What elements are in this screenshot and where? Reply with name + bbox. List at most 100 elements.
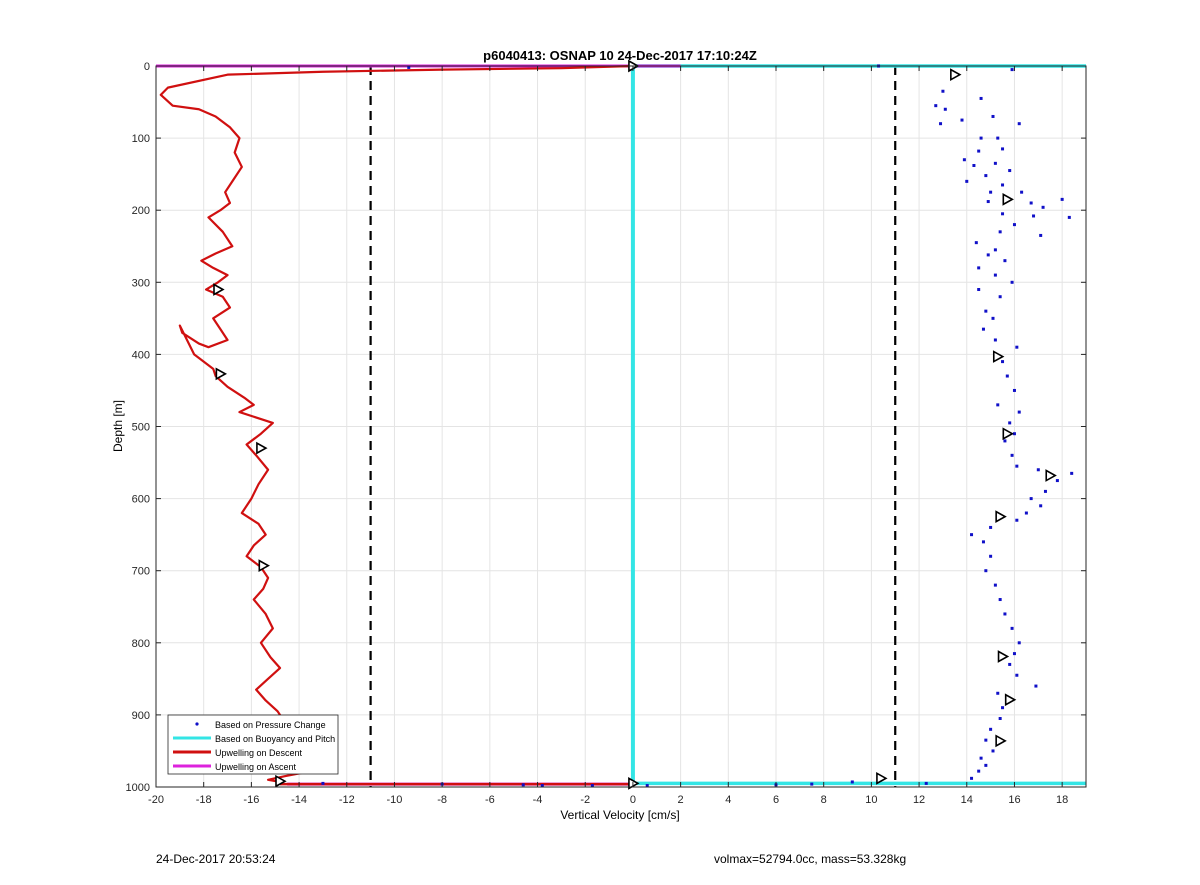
legend-marker-pressure: [195, 722, 199, 726]
pressure-point: [984, 309, 988, 313]
legend: Based on Pressure Change Based on Buoyan…: [167, 714, 339, 775]
x-tick-label: -14: [291, 794, 307, 806]
pressure-point: [1070, 471, 1074, 475]
triangle-marker: [1045, 469, 1057, 482]
x-tick-label: 18: [1056, 794, 1068, 806]
pressure-point: [981, 327, 985, 331]
pressure-point: [989, 727, 993, 731]
chart-title: p6040413: OSNAP 10 24-Dec-2017 17:10:24Z: [483, 48, 757, 63]
pressure-point: [979, 136, 983, 140]
pressure-point: [996, 403, 1000, 407]
pressure-point: [1003, 439, 1007, 443]
x-tick-label: -20: [148, 794, 164, 806]
x-tick-label: 2: [678, 794, 684, 806]
pressure-point: [984, 569, 988, 573]
pressure-point: [1003, 259, 1007, 263]
footer-volmax-mass: volmax=52794.0cc, mass=53.328kg: [714, 852, 907, 866]
pressure-point: [991, 316, 995, 320]
pressure-point: [540, 784, 544, 788]
triangle-marker: [995, 510, 1007, 523]
pressure-point: [998, 230, 1002, 234]
pressure-point: [645, 784, 649, 788]
pressure-point: [1039, 233, 1043, 237]
y-tick-label: 600: [132, 494, 150, 506]
pressure-point: [1003, 612, 1007, 616]
legend-label-descent: Upwelling on Descent: [215, 748, 303, 758]
x-tick-label: -10: [387, 794, 403, 806]
y-axis-label: Depth [m]: [111, 400, 125, 452]
triangle-marker: [1004, 693, 1017, 707]
y-tick-label: 300: [132, 277, 150, 289]
x-tick-label: 8: [821, 794, 827, 806]
pressure-point: [321, 781, 325, 785]
pressure-point: [1041, 205, 1045, 209]
pressure-point: [1001, 360, 1005, 364]
pressure-point: [1010, 280, 1014, 284]
pressure-point: [590, 784, 594, 788]
x-tick-label: 14: [961, 794, 973, 806]
pressure-point: [939, 122, 943, 126]
pressure-point: [972, 163, 976, 167]
pressure-point: [993, 248, 997, 252]
triangle-marker: [992, 350, 1005, 363]
x-tick-label: -4: [533, 794, 543, 806]
pressure-point: [1012, 432, 1016, 436]
pressure-point: [521, 783, 525, 787]
pressure-point: [986, 253, 990, 257]
x-tick-label: 16: [1008, 794, 1020, 806]
pressure-point: [965, 179, 969, 183]
triangle-marker: [997, 650, 1010, 663]
pressure-point: [991, 114, 995, 118]
x-tick-label: -12: [339, 794, 355, 806]
x-tick-label: -16: [243, 794, 259, 806]
pressure-point: [1012, 652, 1016, 656]
pressure-point: [1017, 122, 1021, 126]
y-tick-label: 1000: [126, 782, 150, 794]
pressure-point: [1015, 345, 1019, 349]
pressure-point: [993, 273, 997, 277]
y-tick-label: 900: [132, 710, 150, 722]
pressure-point: [941, 89, 945, 93]
x-axis-label: Vertical Velocity [cm/s]: [560, 808, 679, 822]
y-tick-label: 0: [144, 61, 150, 73]
y-tick-label: 100: [132, 133, 150, 145]
axis-ticks: -20 -18 -16 -14 -12 -10 -8 -6 -4 -2 0 2 4 6 8 10 12 14 16 1…: [126, 61, 1086, 806]
pressure-point: [984, 174, 988, 178]
y-tick-label: 800: [132, 638, 150, 650]
pressure-point: [998, 295, 1002, 299]
triangle-marker: [1002, 193, 1014, 206]
pressure-point: [977, 769, 981, 773]
x-tick-label: 4: [725, 794, 731, 806]
pressure-point: [1029, 497, 1033, 501]
pressure-point: [1012, 223, 1016, 227]
pressure-point: [1010, 453, 1014, 457]
pressure-point: [986, 200, 990, 204]
pressure-point: [1055, 479, 1059, 483]
pressure-point: [998, 598, 1002, 602]
pressure-point: [989, 525, 993, 529]
reference-lines: [369, 66, 897, 787]
x-tick-label: 0: [630, 794, 636, 806]
x-tick-label: 10: [865, 794, 877, 806]
pressure-point: [1010, 626, 1014, 630]
pressure-point: [984, 738, 988, 742]
triangle-marker: [950, 68, 962, 82]
x-tick-label: -18: [196, 794, 212, 806]
pressure-point: [1015, 673, 1019, 677]
pressure-point: [970, 533, 974, 537]
legend-label-ascent: Upwelling on Ascent: [215, 762, 297, 772]
pressure-point: [1043, 489, 1047, 493]
pressure-point: [979, 756, 983, 760]
pressure-point: [1008, 662, 1012, 666]
triangle-marker: [1002, 427, 1014, 441]
pressure-point: [974, 241, 978, 245]
pressure-point: [1001, 706, 1005, 710]
y-tick-label: 400: [132, 349, 150, 361]
pressure-point: [1017, 410, 1021, 414]
pressure-point: [993, 583, 997, 587]
pressure-point: [1001, 183, 1005, 187]
pressure-point: [1060, 197, 1064, 201]
pressure-point: [989, 190, 993, 194]
pressure-point: [1015, 464, 1019, 468]
